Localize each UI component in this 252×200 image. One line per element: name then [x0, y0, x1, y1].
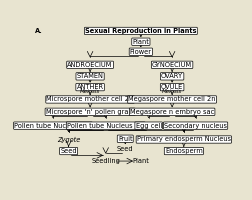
Text: Pollen tube Nucleus – 2: Pollen tube Nucleus – 2	[67, 123, 144, 129]
Text: Primary endosperm Nucleus: Primary endosperm Nucleus	[137, 136, 231, 142]
Text: Meiosis: Meiosis	[80, 89, 100, 94]
Text: Plant: Plant	[133, 158, 149, 164]
Text: Seed: Seed	[60, 148, 77, 154]
Text: Secondary nucleus: Secondary nucleus	[164, 123, 227, 129]
Text: Microspore mother cell 2n: Microspore mother cell 2n	[46, 96, 134, 102]
Text: Endosperm: Endosperm	[165, 148, 203, 154]
Text: OVULE: OVULE	[161, 84, 183, 90]
Text: Pollen tube Nucleus – 1: Pollen tube Nucleus – 1	[14, 123, 92, 129]
Text: Fruit: Fruit	[118, 136, 133, 142]
Text: Meiosis: Meiosis	[162, 89, 182, 94]
Text: Megaspore n embryo sac: Megaspore n embryo sac	[130, 109, 214, 115]
Text: Egg cell: Egg cell	[136, 123, 162, 129]
Text: GYNOECIUM: GYNOECIUM	[152, 62, 192, 68]
Text: Sexual Reproduction in Plants: Sexual Reproduction in Plants	[85, 28, 197, 34]
Text: Megaspore mother cell 2n: Megaspore mother cell 2n	[128, 96, 216, 102]
Text: Seed: Seed	[117, 146, 134, 152]
Text: Plant: Plant	[133, 39, 149, 45]
Text: Flower: Flower	[130, 49, 152, 55]
Text: Zygote: Zygote	[57, 136, 80, 143]
Text: ANTHER: ANTHER	[77, 84, 104, 90]
Text: A.: A.	[35, 28, 43, 34]
Text: OVARY: OVARY	[161, 73, 183, 79]
Text: Seedling: Seedling	[91, 158, 120, 164]
Text: STAMEN: STAMEN	[77, 73, 104, 79]
Text: Microspore 'n' pollen grain: Microspore 'n' pollen grain	[46, 109, 134, 115]
Text: ANDROECIUM: ANDROECIUM	[67, 62, 113, 68]
